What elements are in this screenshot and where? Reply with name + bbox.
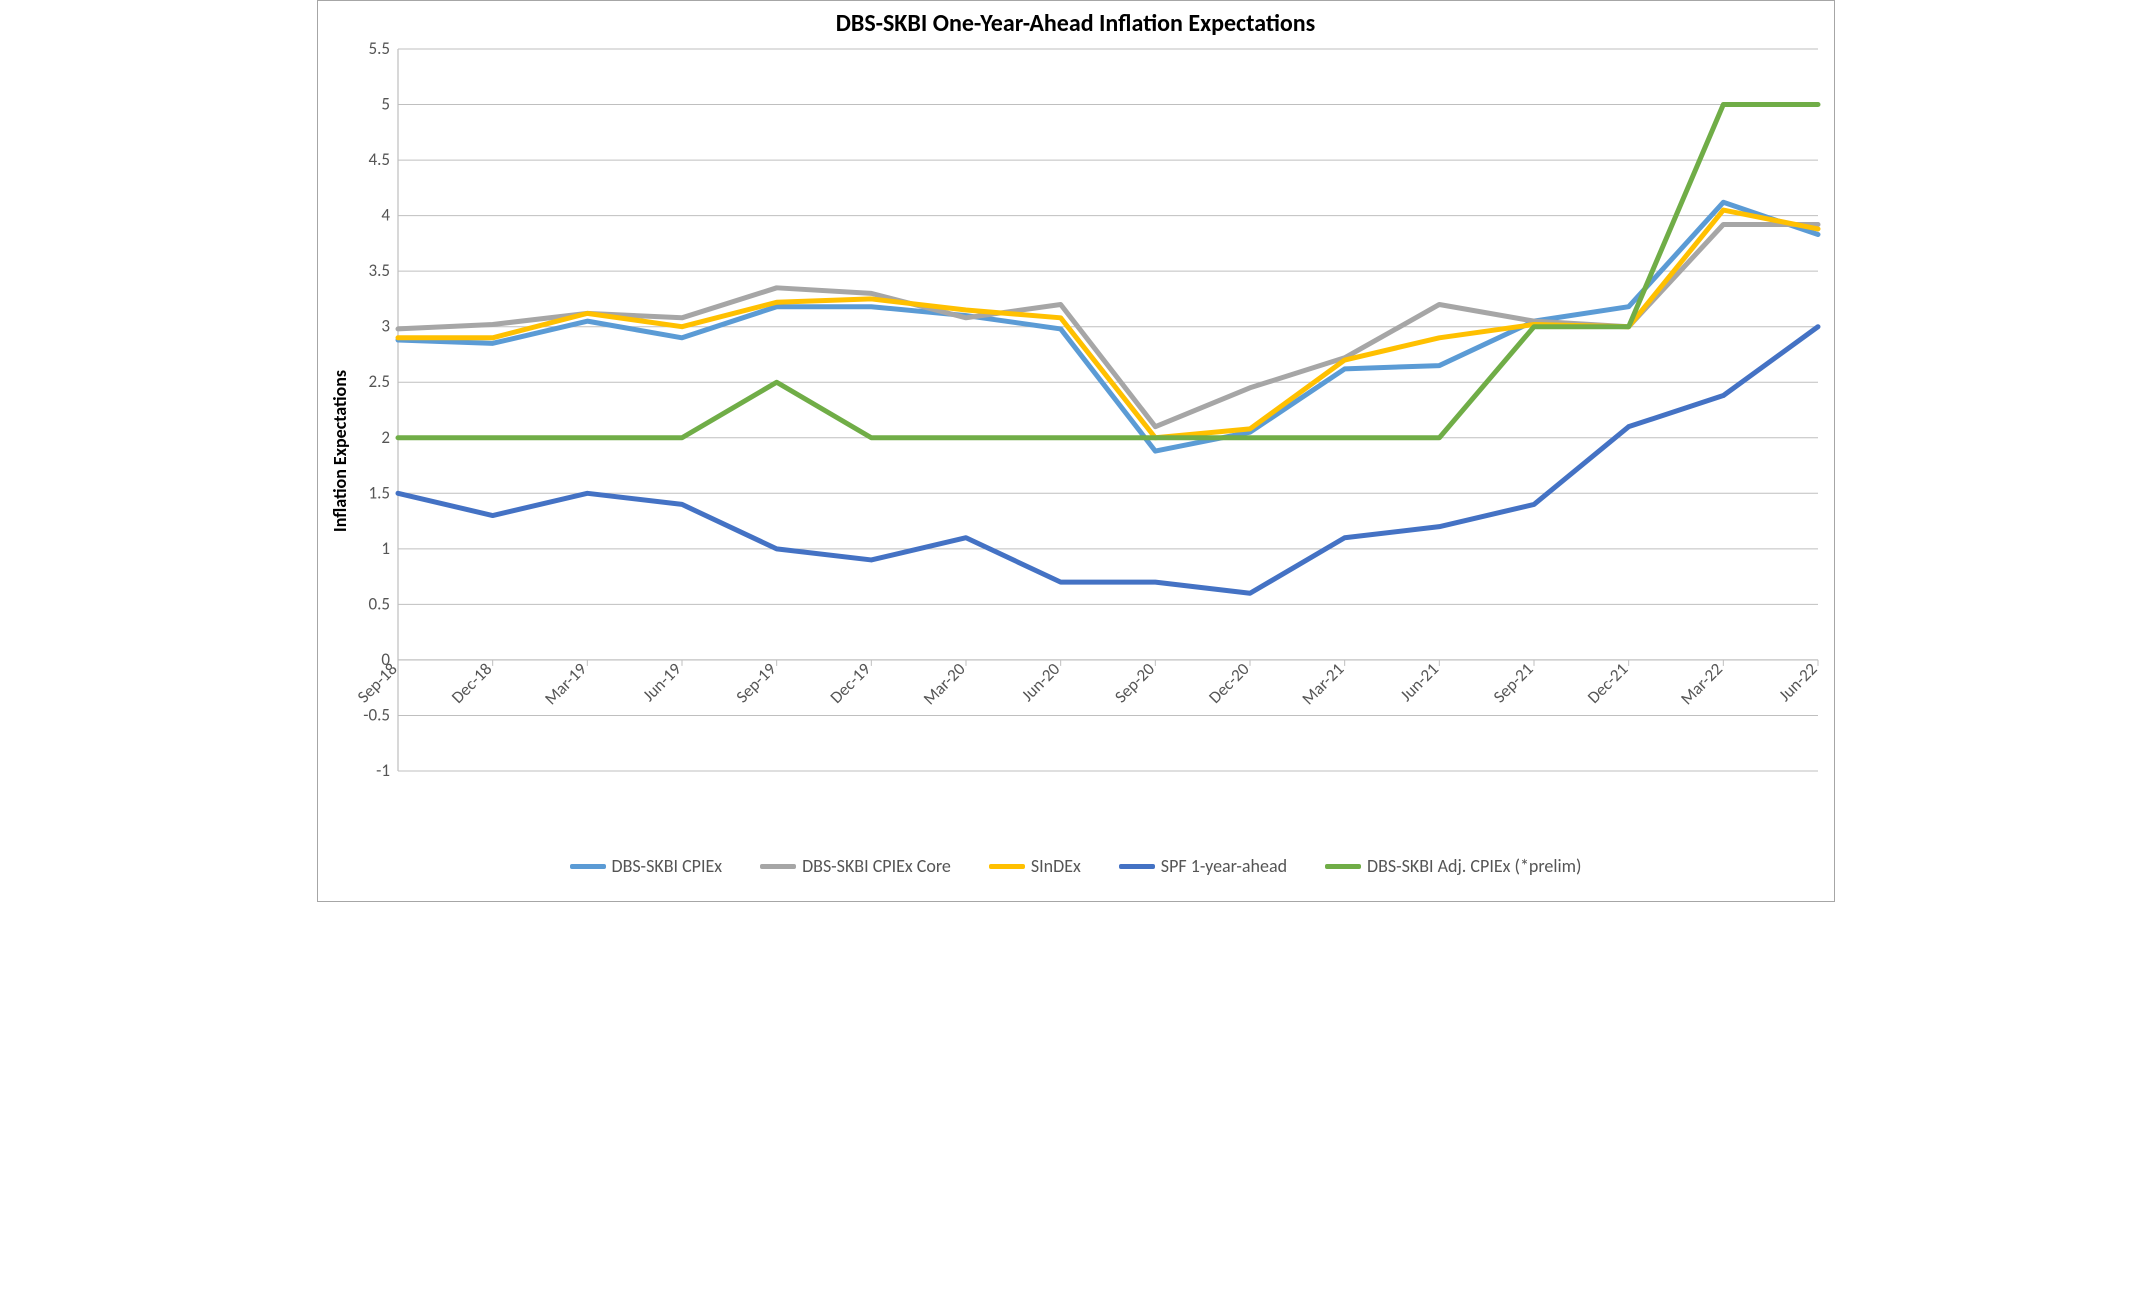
x-tick-label: Dec-20 — [1204, 658, 1253, 707]
x-tick-label: Dec-18 — [447, 659, 496, 708]
legend-swatch — [760, 864, 796, 869]
legend-item: DBS-SKBI CPIEx Core — [760, 855, 951, 877]
legend-item: DBS-SKBI Adj. CPIEx (*prelim) — [1325, 855, 1581, 877]
x-tick-label: Jun-20 — [1017, 658, 1064, 705]
chart-title: DBS-SKBI One-Year-Ahead Inflation Expect… — [318, 9, 1834, 38]
x-tick-label: Mar-19 — [540, 658, 591, 709]
x-tick-label: Jun-19 — [638, 658, 685, 705]
y-tick-label: 3.5 — [368, 260, 390, 281]
x-tick-label: Mar-20 — [918, 658, 969, 709]
chart-container: DBS-SKBI One-Year-Ahead Inflation Expect… — [317, 0, 1835, 902]
legend-label: DBS-SKBI CPIEx — [612, 855, 723, 877]
y-tick-label: 2.5 — [368, 371, 390, 392]
x-tick-label: Sep-20 — [1110, 658, 1159, 707]
y-tick-label: 0.5 — [368, 593, 390, 614]
y-tick-label: 4 — [381, 205, 390, 226]
legend-item: SPF 1-year-ahead — [1119, 855, 1287, 877]
legend-item: DBS-SKBI CPIEx — [570, 855, 723, 877]
y-tick-label: -1 — [376, 760, 390, 781]
y-tick-label: 2 — [381, 427, 390, 448]
y-tick-label: 1.5 — [368, 482, 390, 503]
legend: DBS-SKBI CPIEx DBS-SKBI CPIEx Core SInDEx S… — [318, 855, 1834, 877]
legend-swatch — [570, 864, 606, 869]
legend-label: SInDEx — [1031, 855, 1081, 877]
legend-swatch — [1119, 864, 1155, 869]
y-tick-label: 3 — [381, 316, 390, 337]
x-tick-label: Dec-19 — [825, 658, 874, 707]
x-tick-label: Sep-18 — [352, 659, 401, 708]
chart-plot: -1-0.500.511.522.533.544.555.5Sep-18Dec-… — [318, 1, 1836, 903]
y-tick-label: 5.5 — [368, 38, 390, 59]
legend-swatch — [989, 864, 1025, 869]
x-tick-label: Sep-19 — [731, 658, 780, 707]
x-tick-label: Jun-21 — [1395, 659, 1442, 706]
legend-label: DBS-SKBI Adj. CPIEx (*prelim) — [1367, 855, 1581, 877]
x-tick-label: Jun-22 — [1774, 659, 1821, 706]
x-tick-label: Mar-22 — [1676, 659, 1727, 710]
legend-item: SInDEx — [989, 855, 1081, 877]
x-tick-label: Mar-21 — [1297, 659, 1348, 710]
legend-swatch — [1325, 864, 1361, 869]
x-tick-label: Dec-21 — [1583, 659, 1632, 708]
y-tick-label: 4.5 — [368, 149, 390, 170]
y-tick-label: 5 — [381, 94, 390, 115]
x-tick-label: Sep-21 — [1488, 659, 1537, 708]
y-axis-label: Inflation Expectations — [329, 370, 351, 532]
legend-label: SPF 1-year-ahead — [1161, 855, 1287, 877]
legend-label: DBS-SKBI CPIEx Core — [802, 855, 951, 877]
y-tick-label: 1 — [381, 538, 390, 559]
